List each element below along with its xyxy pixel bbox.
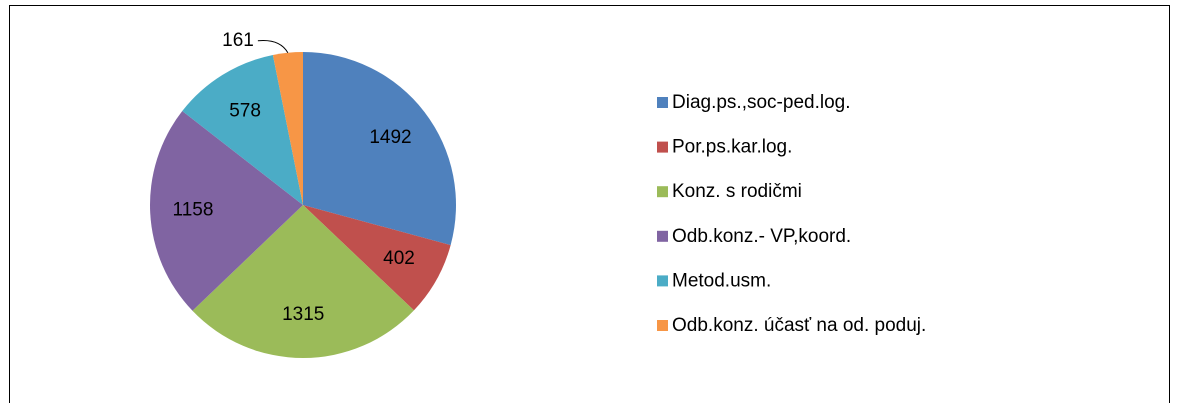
data-label: 1492: [369, 127, 411, 148]
legend-label: Odb.konz.- VP,koord.: [672, 226, 851, 247]
data-label: 578: [229, 100, 261, 121]
legend-swatch: [657, 141, 668, 153]
legend-label: Por.ps.kar.log.: [672, 137, 792, 158]
data-label: 402: [383, 248, 415, 269]
pie-slice: [272, 52, 303, 205]
data-label: 161: [222, 30, 254, 51]
legend-swatch: [657, 275, 668, 287]
pie-slice: [303, 205, 451, 311]
leader-line: [257, 40, 289, 54]
pie-slice: [182, 54, 303, 205]
legend-swatch: [657, 320, 668, 331]
legend-label: Metod.usm.: [672, 270, 771, 291]
pie-slice: [192, 205, 414, 358]
pie-slice: [303, 52, 457, 246]
legend-label: Konz. s rodičmi: [672, 181, 802, 202]
legend-label: Diag.ps.,soc-ped.log.: [672, 92, 851, 113]
legend-label: Odb.konz. účasť na od. poduj.: [672, 315, 926, 336]
pie-slice: [149, 111, 303, 311]
legend-swatch: [657, 97, 668, 108]
chart-border: [9, 5, 1170, 403]
data-label: 1158: [173, 200, 214, 221]
data-label: 1315: [282, 304, 324, 325]
legend-swatch: [657, 186, 668, 198]
legend-swatch: [657, 230, 668, 242]
